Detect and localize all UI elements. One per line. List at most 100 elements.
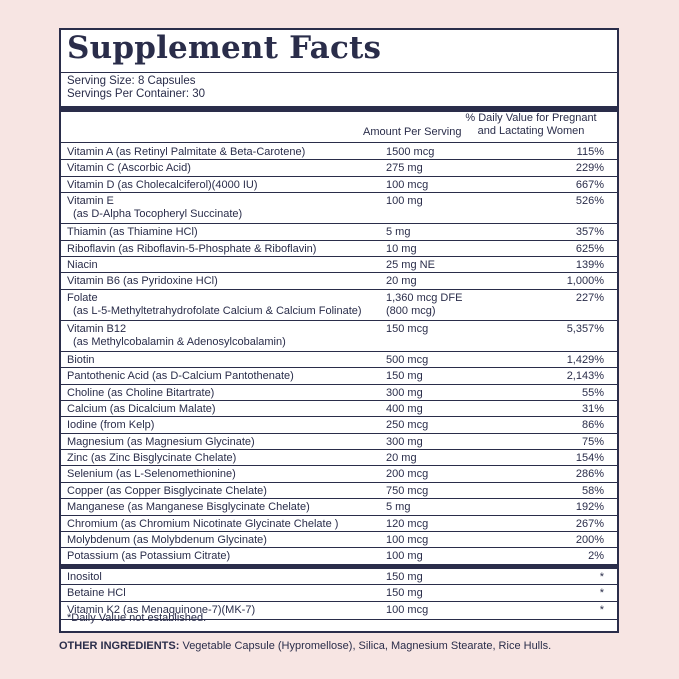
nutrient-amount: 150 mg xyxy=(386,370,423,383)
nutrient-daily-value: 286% xyxy=(575,468,604,481)
nutrient-amount: 20 mg xyxy=(386,452,417,465)
nutrient-daily-value: 55% xyxy=(581,386,604,399)
nutrient-name: Inositol xyxy=(67,570,102,583)
nutrient-name: Magnesium (as Magnesium Glycinate) xyxy=(67,435,255,448)
nutrient-daily-value: 229% xyxy=(575,162,604,175)
other-ingredients: OTHER INGREDIENTS: Vegetable Capsule (Hy… xyxy=(59,640,551,652)
nutrient-source: (as L-5-Methyltetrahydrofolate Calcium &… xyxy=(73,304,362,317)
nutrient-daily-value: 667% xyxy=(575,178,604,191)
other-nutrient-row: Inositol 150 mg * xyxy=(61,564,617,585)
nutrient-row: Zinc (as Zinc Bisglycinate Chelate) 20 mg… xyxy=(61,450,617,467)
nutrient-row: Potassium (as Potassium Citrate) 100 mg 2% xyxy=(61,548,617,565)
nutrient-daily-value: 192% xyxy=(575,501,604,514)
nutrient-row: Choline (as Choline Bitartrate) 300 mg 55% xyxy=(61,385,617,401)
footnote: *Daily Value not established. xyxy=(67,612,207,624)
nutrient-name: Potassium (as Potassium Citrate) xyxy=(67,550,231,563)
amount-per-serving-header: Amount Per Serving xyxy=(363,126,462,138)
nutrient-name: Vitamin A (as Retinyl Palmitate & Beta-C… xyxy=(67,146,306,158)
nutrient-row: Manganese (as Manganese Bisglycinate Che… xyxy=(61,499,617,516)
nutrient-name: Biotin xyxy=(67,353,95,366)
nutrient-daily-value: 86% xyxy=(581,419,604,432)
nutrient-amount: 100 mcg xyxy=(386,178,429,191)
nutrient-name: Riboflavin (as Riboflavin-5-Phosphate & … xyxy=(67,242,317,255)
nutrient-daily-value: 58% xyxy=(581,484,604,497)
nutrient-daily-value: 154% xyxy=(575,452,604,465)
other-ingredients-label: OTHER INGREDIENTS: xyxy=(59,640,180,652)
nutrient-row: Magnesium (as Magnesium Glycinate) 300 mg… xyxy=(61,434,617,451)
nutrient-amount: 100 mcg xyxy=(386,604,429,617)
other-ingredients-text: Vegetable Capsule (Hypromellose), Silica… xyxy=(179,640,552,652)
nutrient-name: Manganese (as Manganese Bisglycinate Che… xyxy=(67,501,310,514)
nutrient-amount: 300 mg xyxy=(386,386,423,399)
nutrient-amount: 5 mg xyxy=(386,226,411,239)
nutrient-name: Zinc (as Zinc Bisglycinate Chelate) xyxy=(67,452,237,465)
nutrient-name: Choline (as Choline Bitartrate) xyxy=(67,386,215,399)
nutrient-amount: 275 mg xyxy=(386,162,423,175)
nutrient-daily-value: 75% xyxy=(581,435,604,448)
nutrient-row: Calcium (as Dicalcium Malate) 400 mg 31% xyxy=(61,401,617,418)
nutrient-daily-value: 31% xyxy=(581,402,604,415)
other-nutrient-row: Betaine HCl 150 mg * xyxy=(61,585,617,603)
nutrient-daily-value: 227% xyxy=(575,291,604,304)
nutrient-row: Pantothenic Acid (as D-Calcium Pantothen… xyxy=(61,368,617,385)
servings-per-container: Servings Per Container: 30 xyxy=(67,88,206,100)
nutrient-daily-value: 1,000% xyxy=(566,275,604,288)
nutrient-name: Iodine (from Kelp) xyxy=(67,419,155,432)
nutrient-amount: 1500 mcg xyxy=(386,146,435,158)
nutrient-daily-value: 526% xyxy=(575,195,604,208)
nutrient-daily-value: 2% xyxy=(588,550,604,563)
serving-info: Serving Size: 8 Capsules Servings Per Co… xyxy=(67,75,205,101)
nutrient-row: Vitamin C (Ascorbic Acid) 275 mg 229% xyxy=(61,160,617,177)
nutrient-row: Biotin 500 mcg 1,429% xyxy=(61,352,617,369)
nutrient-amount: 150 mcg xyxy=(386,322,429,335)
nutrient-row: Vitamin B6 (as Pyridoxine HCl) 20 mg 1,000… xyxy=(61,273,617,290)
nutrient-name: Vitamin D (as Cholecalciferol)(4000 IU) xyxy=(67,178,258,191)
nutrient-row: Folate (as L-5-Methyltetrahydrofolate Cal… xyxy=(61,290,617,321)
thick-divider xyxy=(61,106,617,112)
nutrient-name: Calcium (as Dicalcium Malate) xyxy=(67,402,216,415)
nutrient-row: Molybdenum (as Molybdenum Glycinate) 100 … xyxy=(61,532,617,549)
other-nutrient-row: Vitamin K2 (as Menaquinone-7)(MK-7) 100 m… xyxy=(61,602,617,620)
nutrient-amount: 150 mg xyxy=(386,586,423,599)
panel-title: Supplement Facts xyxy=(67,30,382,66)
nutrient-amount: 500 mcg xyxy=(386,353,429,366)
nutrient-amount: 200 mcg xyxy=(386,468,429,481)
nutrient-daily-value: * xyxy=(599,604,604,617)
nutrient-row: Vitamin E (as D-Alpha Tocopheryl Succinat… xyxy=(61,193,617,225)
nutrient-row: Vitamin D (as Cholecalciferol)(4000 IU) 1… xyxy=(61,177,617,194)
nutrient-name: Niacin xyxy=(67,258,98,271)
nutrient-amount: 100 mcg xyxy=(386,534,429,547)
nutrient-name: Vitamin B6 (as Pyridoxine HCl) xyxy=(67,275,218,288)
daily-value-header: % Daily Value for Pregnant and Lactating… xyxy=(451,112,611,138)
nutrient-daily-value: 1,429% xyxy=(566,353,604,366)
nutrient-daily-value: 2,143% xyxy=(566,370,604,383)
nutrient-daily-value: 5,357% xyxy=(566,322,604,335)
nutrient-row: Vitamin A (as Retinyl Palmitate & Beta-C… xyxy=(61,144,617,161)
nutrient-row: Copper (as Copper Bisglycinate Chelate) 7… xyxy=(61,483,617,500)
nutrient-amount: 120 mcg xyxy=(386,517,429,530)
nutrient-table: Vitamin A (as Retinyl Palmitate & Beta-C… xyxy=(61,144,617,620)
nutrient-name: Chromium (as Chromium Nicotinate Glycina… xyxy=(67,517,339,530)
nutrient-row: Niacin 25 mg NE 139% xyxy=(61,257,617,274)
nutrient-source: (as D-Alpha Tocopheryl Succinate) xyxy=(73,208,243,221)
nutrient-amount: 20 mg xyxy=(386,275,417,288)
nutrient-amount: 100 mg xyxy=(386,550,423,563)
nutrient-name: Vitamin B12 xyxy=(67,322,127,335)
nutrient-source: (as Methylcobalamin & Adenosylcobalamin) xyxy=(73,335,286,348)
nutrient-name: Pantothenic Acid (as D-Calcium Pantothen… xyxy=(67,370,294,383)
header-divider xyxy=(61,142,617,143)
title-divider xyxy=(61,72,617,73)
nutrient-daily-value: * xyxy=(599,586,604,599)
nutrient-row: Chromium (as Chromium Nicotinate Glycina… xyxy=(61,516,617,533)
nutrient-daily-value: 625% xyxy=(575,242,604,255)
nutrient-name: Copper (as Copper Bisglycinate Chelate) xyxy=(67,484,267,497)
nutrient-daily-value: 267% xyxy=(575,517,604,530)
nutrient-amount: 100 mg xyxy=(386,195,423,208)
daily-value-header-line2: and Lactating Women xyxy=(477,125,585,137)
nutrient-amount: 300 mg xyxy=(386,435,423,448)
nutrient-row: Thiamin (as Thiamine HCl) 5 mg 357% xyxy=(61,224,617,241)
nutrient-amount: 400 mg xyxy=(386,402,423,415)
nutrient-amount: 10 mg xyxy=(386,242,417,255)
nutrient-name: Vitamin E xyxy=(67,195,114,208)
nutrient-amount: 1,360 mcg DFE xyxy=(386,291,463,304)
